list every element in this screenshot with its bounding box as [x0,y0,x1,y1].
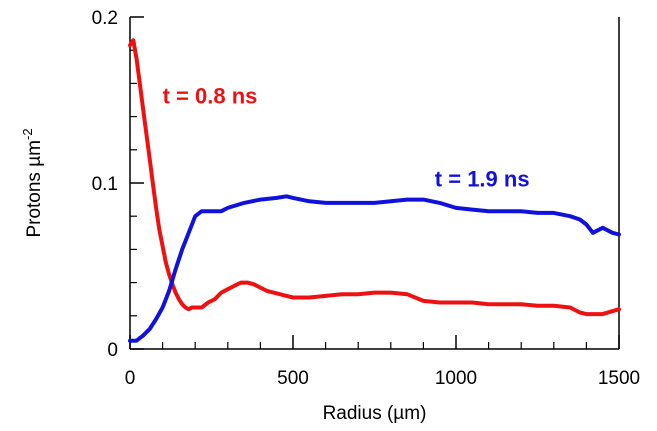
y-axis-title: Protons µm-2 [20,128,45,237]
annotation-group: t = 0.8 ns t = 1.9 ns [163,83,530,191]
ticks [130,17,619,349]
x-tick-label: 0 [125,368,136,389]
y-axis-title-main: Protons µm [24,140,45,238]
plot-frame [130,17,619,349]
x-axis-title: Radius (µm) [323,403,427,424]
series-line-1 [130,40,619,314]
y-axis-title-superscript: -2 [20,128,35,140]
y-tick-label: 0.2 [92,8,118,29]
series-annotation-2: t = 1.9 ns [435,166,530,191]
series-annotation-1: t = 0.8 ns [163,83,258,108]
series-line-2 [130,196,619,340]
x-tick-label: 1000 [435,368,477,389]
y-tick-label: 0.1 [92,174,118,195]
x-tick-label: 500 [277,368,309,389]
y-tick-label: 0 [107,340,118,361]
tick-labels: 0 0.1 0.2 0 500 1000 1500 [92,8,641,389]
x-tick-label: 1500 [598,368,640,389]
